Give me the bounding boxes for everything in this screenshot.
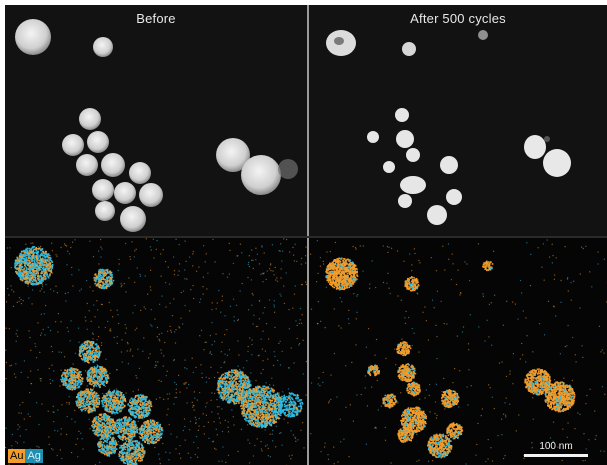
scale-bar-line <box>524 454 588 457</box>
scale-bar-label: 100 nm <box>539 441 573 452</box>
panel-after-eds: 100 nm <box>309 238 607 465</box>
before-eds-map <box>5 238 307 465</box>
micrograph-figure: Before After 500 cycles <box>5 5 607 465</box>
panel-before-haadf: Before <box>5 5 307 236</box>
legend-ag: Ag <box>25 449 43 463</box>
panel-after-haadf: After 500 cycles <box>309 5 607 236</box>
after-eds-map <box>310 239 607 465</box>
after-title: After 500 cycles <box>410 11 506 26</box>
after-haadf-image <box>309 5 607 236</box>
panel-divider-horizontal <box>5 236 607 238</box>
panel-divider-vertical <box>307 5 309 465</box>
before-haadf-image <box>5 5 307 236</box>
scale-bar: 100 nm <box>521 441 591 457</box>
element-legend: Au Ag <box>8 449 43 463</box>
panel-before-eds: Au Ag <box>5 238 307 465</box>
legend-au: Au <box>8 449 26 463</box>
before-title: Before <box>136 11 176 26</box>
